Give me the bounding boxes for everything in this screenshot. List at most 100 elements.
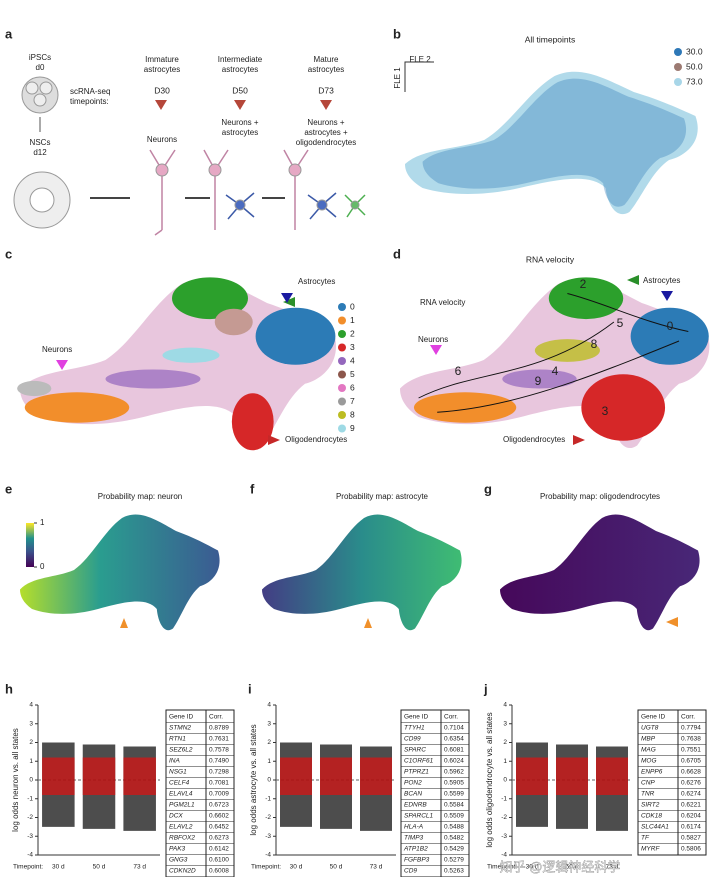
colorbar: [26, 523, 34, 567]
strip-highlight: [556, 757, 588, 795]
legend-label: 3: [350, 342, 355, 352]
panel-title: RNA velocity: [420, 298, 465, 307]
y-tick-label: -1: [265, 795, 271, 802]
table-cell: TTYH1: [404, 725, 425, 732]
label: d12: [33, 148, 47, 157]
legend-label: 0: [350, 301, 355, 311]
axis-label: FLE 2: [409, 55, 431, 64]
strip-highlight: [360, 757, 392, 795]
table-cell: 0.6100: [209, 857, 229, 864]
y-tick-label: 3: [503, 720, 507, 727]
table-cell: MOG: [641, 758, 657, 765]
table-cell: 0.6273: [209, 835, 229, 842]
legend-label: 6: [350, 382, 355, 392]
strip-highlight: [516, 757, 548, 795]
x-axis-label: Timepoint:: [251, 864, 281, 871]
label: Immature: [145, 55, 179, 64]
table-cell: CNP: [641, 780, 655, 787]
legend-label: 30.0: [686, 46, 703, 56]
y-tick-label: 0: [267, 777, 271, 784]
annotation: Astrocytes: [298, 277, 335, 286]
table-cell: 0.6221: [681, 802, 701, 809]
panel-title: RNA velocity: [526, 254, 575, 264]
table-border: [165, 709, 235, 877]
cluster-label: 5: [617, 316, 624, 330]
colorbar-label: 1: [40, 518, 45, 527]
table-cell: EDNRB: [404, 802, 427, 809]
strip-highlight: [596, 757, 628, 795]
annotation: Neurons: [418, 335, 448, 344]
table-cell: TNR: [641, 791, 655, 798]
x-tick-label: 73 d: [133, 864, 146, 871]
panel-title: Probability map: astrocyte: [336, 492, 429, 501]
y-tick-label: 4: [29, 702, 33, 709]
axis-label: FLE 1: [393, 67, 402, 89]
x-axis-label: Timepoint:: [487, 864, 517, 871]
table-cell: 0.7298: [209, 769, 229, 776]
table-cell: 0.6276: [681, 780, 701, 787]
table-cell: CELF4: [169, 780, 190, 787]
table-cell: SLC44A1: [641, 824, 669, 831]
x-tick-label: 30 d: [52, 864, 65, 871]
x-tick-label: 30 d: [290, 864, 303, 871]
y-tick-label: 1: [503, 758, 507, 765]
table-header: Gene ID: [641, 714, 666, 721]
legend-swatch: [338, 330, 346, 338]
legend-swatch: [674, 63, 682, 71]
table-cell: 0.6024: [444, 758, 464, 765]
panel-label: g: [484, 481, 492, 496]
y-tick-label: 2: [29, 739, 33, 746]
x-tick-label: 50 d: [93, 864, 106, 871]
legend-swatch: [338, 397, 346, 406]
legend-label: 2: [350, 328, 355, 338]
colorbar-label: 0: [40, 562, 45, 571]
y-tick-label: -4: [265, 852, 271, 859]
x-tick-label: 30 d: [526, 864, 539, 871]
y-tick-label: -4: [501, 852, 507, 859]
annotation: Neurons: [42, 345, 72, 354]
table-cell: FGFBP3: [404, 857, 430, 864]
legend-swatch: [338, 316, 346, 325]
markers: [56, 275, 678, 628]
table-cell: 0.7081: [209, 780, 229, 787]
table-cell: 0.7794: [681, 725, 701, 732]
legend-label: 8: [350, 409, 355, 419]
y-axis-label: log odds oligodendrocyte vs. all states: [485, 712, 494, 847]
annotation: Oligodendrocytes: [285, 435, 347, 444]
annotation: Oligodendrocytes: [503, 435, 565, 444]
table-cell: 0.7009: [209, 791, 229, 798]
table-cell: 0.6204: [681, 813, 701, 820]
embedding-g: [500, 514, 700, 631]
y-tick-label: 2: [267, 739, 271, 746]
legend-label: 1: [350, 315, 355, 325]
y-tick-label: -2: [265, 814, 271, 821]
table-cell: 0.6142: [209, 846, 229, 853]
cluster-label: 0: [667, 319, 674, 333]
label: scRNA-seq: [70, 87, 110, 96]
table-cell: 0.6008: [209, 868, 229, 875]
table-cell: 0.5806: [681, 846, 701, 853]
table-cell: 0.5509: [444, 813, 464, 820]
table-cell: RTN1: [169, 736, 186, 743]
table-cell: PTPRZ1: [404, 769, 429, 776]
legend-swatch: [338, 303, 346, 311]
y-tick-label: -3: [27, 833, 33, 840]
label: Intermediate: [218, 55, 263, 64]
x-tick-label: 73 d: [606, 864, 619, 871]
panel-label: f: [250, 481, 255, 496]
legend-label: 7: [350, 396, 355, 406]
y-tick-label: 0: [29, 777, 33, 784]
table-cell: ELAVL2: [169, 824, 193, 831]
table-cell: 0.6081: [444, 747, 464, 754]
table-cell: INA: [169, 758, 180, 765]
table-cell: MYRF: [641, 846, 660, 853]
table-cell: SPARC: [404, 747, 426, 754]
table-cell: PGM2L1: [169, 802, 195, 809]
annotation: Astrocytes: [643, 276, 680, 285]
x-tick-label: 50 d: [566, 864, 579, 871]
table-cell: MAG: [641, 747, 656, 754]
legend-swatch: [338, 424, 346, 433]
embedding-b: [405, 71, 698, 215]
legend-swatch: [674, 48, 682, 56]
